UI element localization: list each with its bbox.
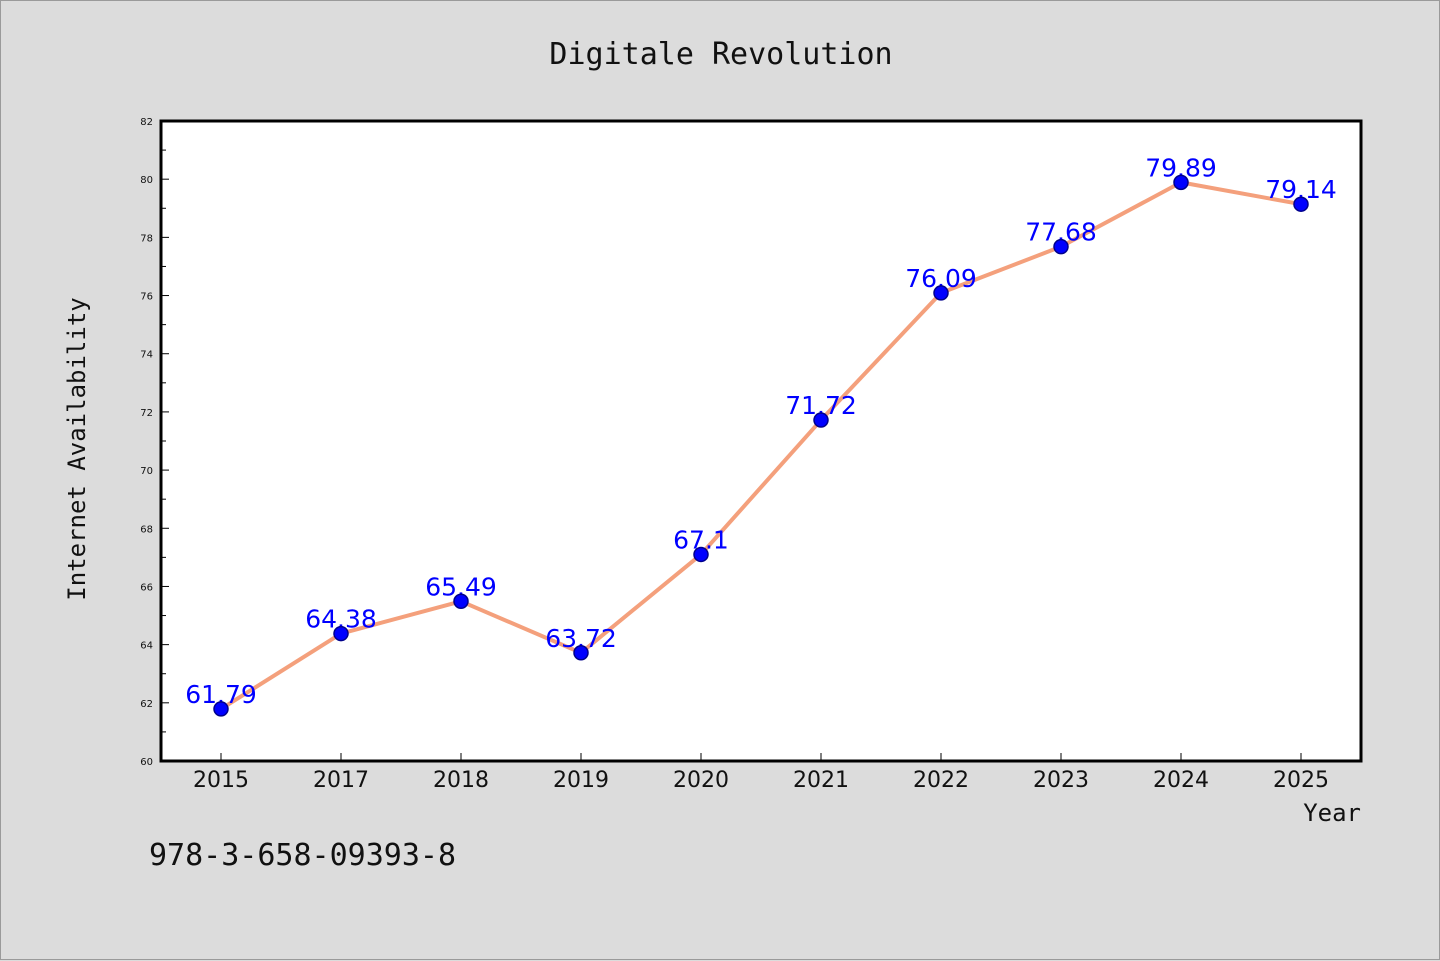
x-tick-label: 2018 bbox=[433, 768, 489, 793]
data-point-marker bbox=[573, 645, 589, 661]
series-line bbox=[219, 180, 1303, 711]
x-tick-label: 2022 bbox=[913, 768, 969, 793]
x-tick-label: 2020 bbox=[673, 768, 729, 793]
y-tick-label: 82 bbox=[140, 117, 153, 128]
y-tick-label: 72 bbox=[140, 408, 153, 419]
data-point-marker bbox=[1293, 196, 1309, 212]
x-tick-label: 2024 bbox=[1153, 768, 1209, 793]
y-tick-label: 80 bbox=[140, 175, 153, 186]
y-axis-label: Internet Availability bbox=[63, 297, 91, 600]
series-layer: 61.7964.3865.4963.7267.171.7276.0977.687… bbox=[185, 153, 1337, 717]
x-tick-label: 2017 bbox=[313, 768, 369, 793]
data-point-marker bbox=[813, 412, 829, 428]
data-point-marker bbox=[1053, 238, 1069, 255]
x-tick-label: 2019 bbox=[553, 768, 609, 793]
data-point-marker bbox=[693, 546, 709, 563]
data-point-marker bbox=[1173, 174, 1189, 191]
y-tick-label: 64 bbox=[140, 641, 153, 652]
y-tick-label: 62 bbox=[140, 699, 153, 710]
data-point-marker bbox=[333, 625, 349, 642]
chart-title: Digitale Revolution bbox=[549, 37, 892, 72]
y-tick-label: 66 bbox=[140, 582, 153, 593]
isbn-footnote: 978-3-658-09393-8 bbox=[149, 838, 456, 873]
data-point-marker bbox=[453, 593, 469, 610]
x-axis: 2015 2017 2018 2019 2020 2021 2022 2023 2024 2025 bbox=[193, 753, 1329, 793]
y-tick-label: 78 bbox=[140, 233, 153, 244]
data-point-marker bbox=[213, 701, 229, 717]
x-tick-label: 2023 bbox=[1033, 768, 1089, 793]
x-tick-label: 2015 bbox=[193, 768, 249, 793]
y-tick-label: 60 bbox=[140, 757, 153, 768]
x-tick-label: 2025 bbox=[1273, 768, 1329, 793]
y-tick-label: 70 bbox=[140, 466, 153, 477]
y-tick-label: 74 bbox=[140, 350, 153, 361]
x-tick-label: 2021 bbox=[793, 768, 849, 793]
x-axis-label: Year bbox=[1303, 799, 1361, 827]
y-axis: 60 62 64 66 68 70 72 74 76 78 80 82 bbox=[140, 117, 169, 768]
data-point-marker bbox=[933, 285, 949, 301]
y-tick-label: 76 bbox=[140, 292, 153, 303]
plot-area bbox=[159, 119, 1363, 763]
y-tick-label: 68 bbox=[140, 524, 153, 535]
